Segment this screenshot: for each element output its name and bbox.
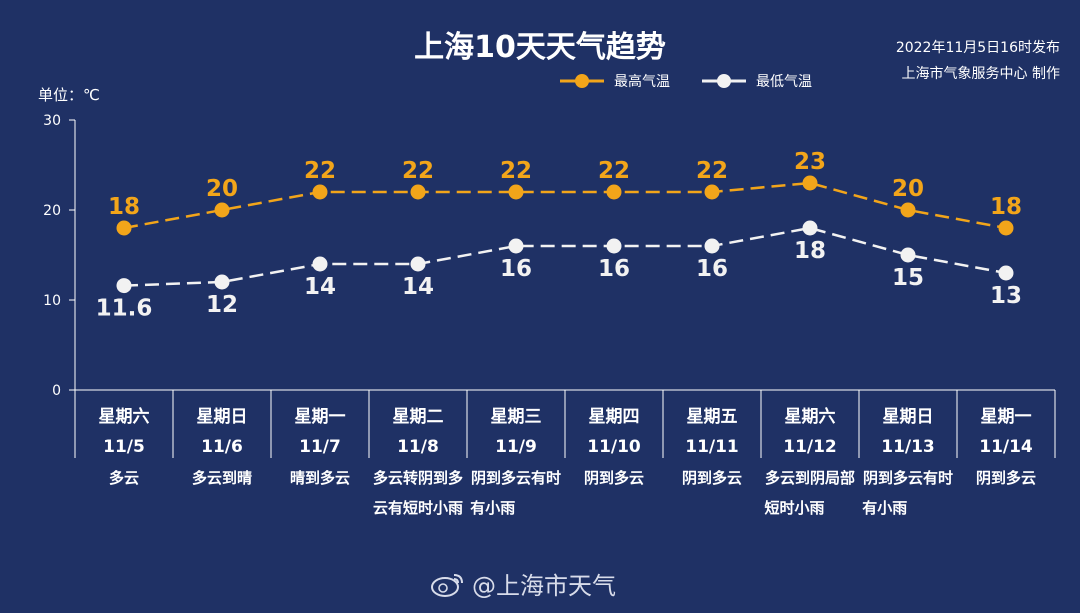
data-point-low	[410, 256, 426, 272]
weather-description: 多云	[109, 469, 139, 487]
data-label-high: 22	[696, 158, 728, 184]
weather-description: 多云转阴到多	[373, 469, 463, 487]
data-point-low	[900, 247, 916, 263]
y-tick-label: 0	[52, 383, 61, 399]
x-weekday-label: 星期六	[99, 406, 150, 427]
data-label-high: 22	[402, 158, 434, 184]
series-line-high	[123, 181, 1007, 230]
data-label-low: 16	[696, 256, 728, 282]
publisher: 上海市气象服务中心 制作	[901, 66, 1060, 82]
weather-description: 晴到多云	[290, 469, 350, 487]
data-label-high: 23	[794, 149, 826, 175]
x-date-label: 11/11	[685, 437, 739, 457]
x-weekday-label: 星期五	[687, 407, 738, 427]
data-point-high	[802, 175, 818, 191]
weather-description: 阴到多云有时	[863, 469, 953, 487]
weather-description: 阴到多云	[584, 469, 644, 487]
data-point-high	[116, 220, 132, 236]
data-point-high	[998, 220, 1014, 236]
x-date-label: 11/14	[979, 437, 1033, 457]
data-label-low: 15	[892, 265, 924, 291]
weibo-icon	[431, 573, 463, 597]
x-date-label: 11/5	[103, 437, 145, 457]
data-point-low	[214, 274, 230, 290]
watermark: @上海市天气	[430, 566, 616, 601]
data-label-low: 12	[206, 292, 238, 318]
data-label-high: 18	[990, 194, 1022, 220]
x-date-label: 11/8	[397, 437, 439, 457]
data-label-high: 20	[206, 176, 238, 202]
x-weekday-label: 星期六	[785, 406, 836, 427]
data-point-high	[312, 184, 328, 200]
x-weekday-label: 星期一	[981, 407, 1032, 427]
x-date-label: 11/6	[201, 437, 243, 457]
data-label-low: 16	[598, 256, 630, 282]
y-tick-label: 20	[43, 203, 61, 219]
x-weekday-label: 星期日	[883, 407, 934, 427]
series-line-low	[123, 226, 1007, 287]
weather-description: 短时小雨	[764, 499, 824, 517]
data-label-high: 22	[304, 158, 336, 184]
legend-item-low: 最低气温	[702, 71, 812, 91]
weather-description: 多云到晴	[192, 469, 252, 487]
legend-low-marker-icon	[702, 74, 746, 88]
legend-label-low: 最低气温	[756, 74, 812, 90]
x-date-label: 11/9	[495, 437, 537, 457]
weather-description: 多云到阴局部	[765, 469, 855, 487]
weather-description: 阴到多云	[682, 469, 742, 487]
x-weekday-label: 星期三	[491, 407, 542, 427]
weather-description: 云有短时小雨	[373, 499, 463, 517]
data-point-high	[900, 202, 916, 218]
data-point-low	[508, 238, 524, 254]
data-label-high: 20	[892, 176, 924, 202]
data-label-high: 22	[598, 158, 630, 184]
legend-high-marker-icon	[560, 74, 604, 88]
data-point-low	[116, 278, 132, 294]
publish-time: 2022年11月5日16时发布	[895, 40, 1060, 56]
data-point-low	[606, 238, 622, 254]
data-point-high	[410, 184, 426, 200]
watermark-text: @上海市天气	[472, 572, 616, 600]
data-label-low: 14	[402, 274, 434, 300]
data-label-high: 22	[500, 158, 532, 184]
weather-description: 阴到多云有时	[471, 469, 561, 487]
data-point-low	[312, 256, 328, 272]
data-point-low	[802, 220, 818, 236]
x-weekday-label: 星期日	[197, 407, 248, 427]
data-label-low: 18	[794, 238, 826, 264]
data-label-low: 14	[304, 274, 336, 300]
chart-title: 上海10天天气趋势	[414, 30, 666, 65]
weather-description: 阴到多云	[976, 469, 1036, 487]
x-weekday-label: 星期二	[393, 407, 444, 427]
data-label-low: 16	[500, 256, 532, 282]
x-weekday-label: 星期四	[589, 407, 640, 427]
data-label-low: 11.6	[96, 296, 153, 322]
data-point-high	[606, 184, 622, 200]
data-point-high	[214, 202, 230, 218]
publish-info: 2022年11月5日16时发布 上海市气象服务中心 制作	[896, 35, 1060, 87]
x-weekday-label: 星期一	[295, 407, 346, 427]
legend-item-high: 最高气温	[560, 71, 670, 91]
y-tick-label: 10	[43, 293, 61, 309]
x-date-label: 11/7	[299, 437, 341, 457]
x-date-label: 11/10	[587, 437, 641, 457]
weather-description: 有小雨	[862, 499, 907, 517]
data-point-low	[704, 238, 720, 254]
y-axis-unit-label: 单位：℃	[38, 86, 100, 104]
legend-label-high: 最高气温	[614, 74, 670, 90]
data-point-high	[508, 184, 524, 200]
chart-legend: 最高气温 最低气温	[560, 70, 844, 92]
data-point-low	[998, 265, 1014, 281]
y-tick-label: 30	[43, 113, 61, 129]
data-label-low: 13	[990, 283, 1022, 309]
data-label-high: 18	[108, 194, 140, 220]
weather-description: 有小雨	[470, 499, 515, 517]
x-date-label: 11/12	[783, 437, 837, 457]
data-point-high	[704, 184, 720, 200]
x-date-label: 11/13	[881, 437, 935, 457]
